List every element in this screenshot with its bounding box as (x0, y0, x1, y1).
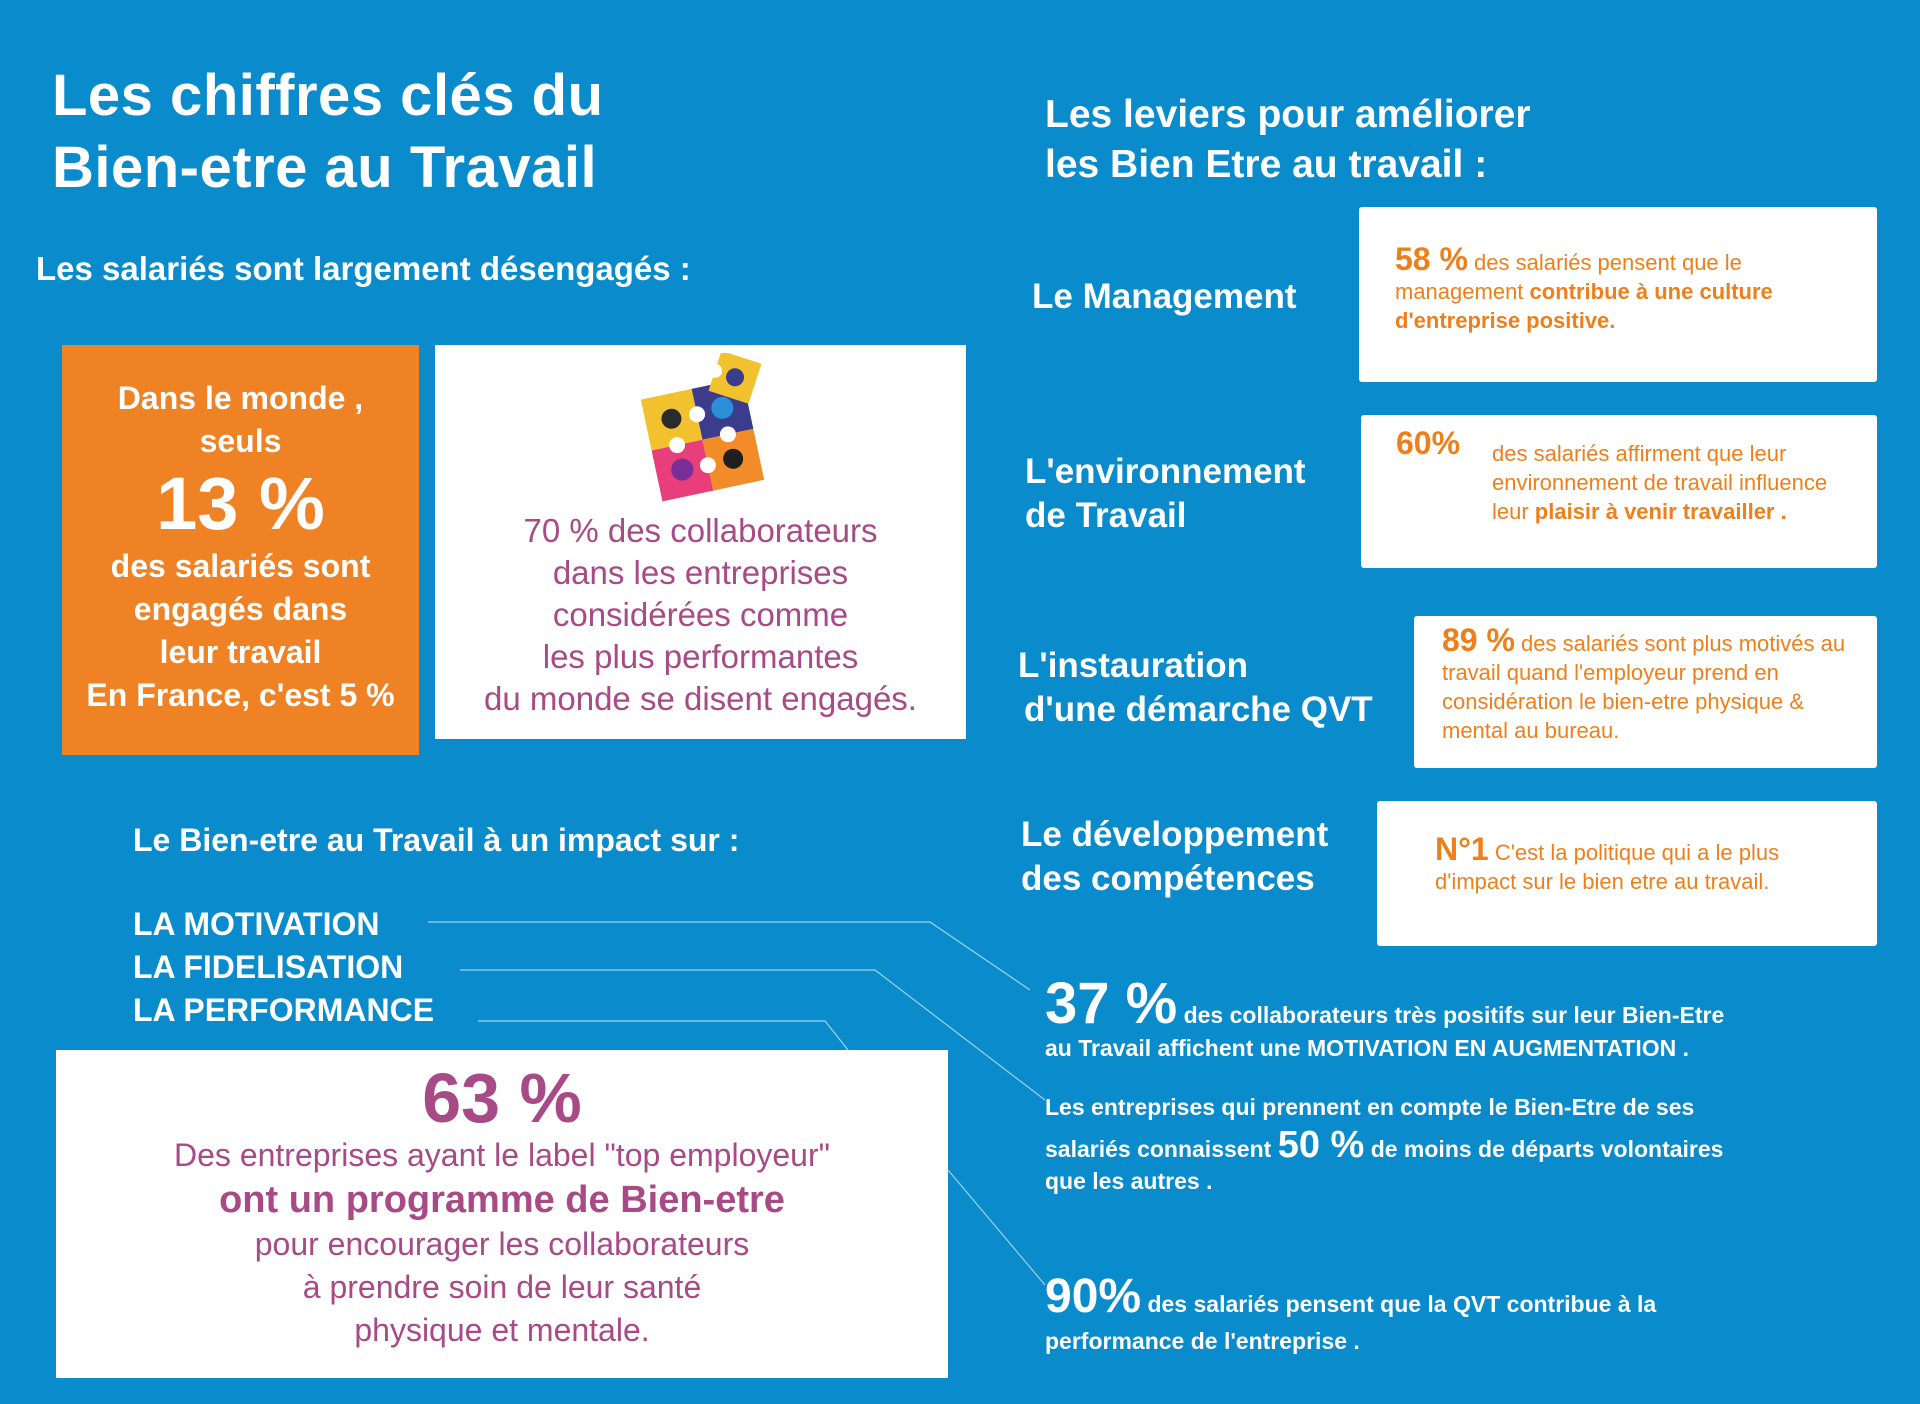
lever-label-qvt: L'instauration d'une démarche QVT (1018, 646, 1373, 729)
lever-label-management: Le Management (1032, 277, 1297, 316)
lever-label-competences: Le développement des compétences (1021, 815, 1329, 898)
puzzle-box: 70 % des collaborateurs dans les entrepr… (435, 345, 966, 739)
top-employer-box: 63 % Des entreprises ayant le label "top… (56, 1050, 948, 1378)
lever-label-environnement: L'environnement de Travail (1025, 452, 1306, 535)
stat-50: Les entreprises qui prennent en compte l… (1045, 1094, 1724, 1194)
impact-item-motivation: LA MOTIVATION (133, 906, 380, 942)
top-employer-percent: 63 % (422, 1059, 582, 1137)
levers-title: Les leviers pour améliorer les Bien Etre… (1045, 93, 1531, 186)
engagement-percent: 13 % (156, 462, 325, 545)
lever-box-qvt: 89 % des salariés sont plus motivés au t… (1414, 616, 1877, 768)
lever-box-management: 58 % des salariés pensent que le managem… (1359, 207, 1877, 382)
impact-item-fidelisation: LA FIDELISATION (133, 949, 404, 985)
page-title: Les chiffres clés du Bien-etre au Travai… (52, 63, 604, 200)
puzzle-icon (640, 353, 765, 502)
stat-37: 37 % des collaborateurs très positifs su… (1045, 971, 1725, 1062)
impact-title: Le Bien-etre au Travail à un impact sur … (133, 822, 740, 858)
stat-90: 90% des salariés pensent que la QVT cont… (1045, 1270, 1657, 1354)
impact-item-performance: LA PERFORMANCE (133, 992, 435, 1028)
lever-box-environnement: 60% des salariés affirment que leur envi… (1361, 415, 1877, 568)
lever-box-competences: N°1 C'est la politique qui a le plus d'i… (1377, 801, 1877, 946)
puzzle-text: 70 % des collaborateurs dans les entrepr… (484, 512, 917, 717)
engagement-box: Dans le monde , seuls 13 % des salariés … (62, 345, 419, 755)
left-subtitle: Les salariés sont largement désengagés : (36, 250, 691, 287)
